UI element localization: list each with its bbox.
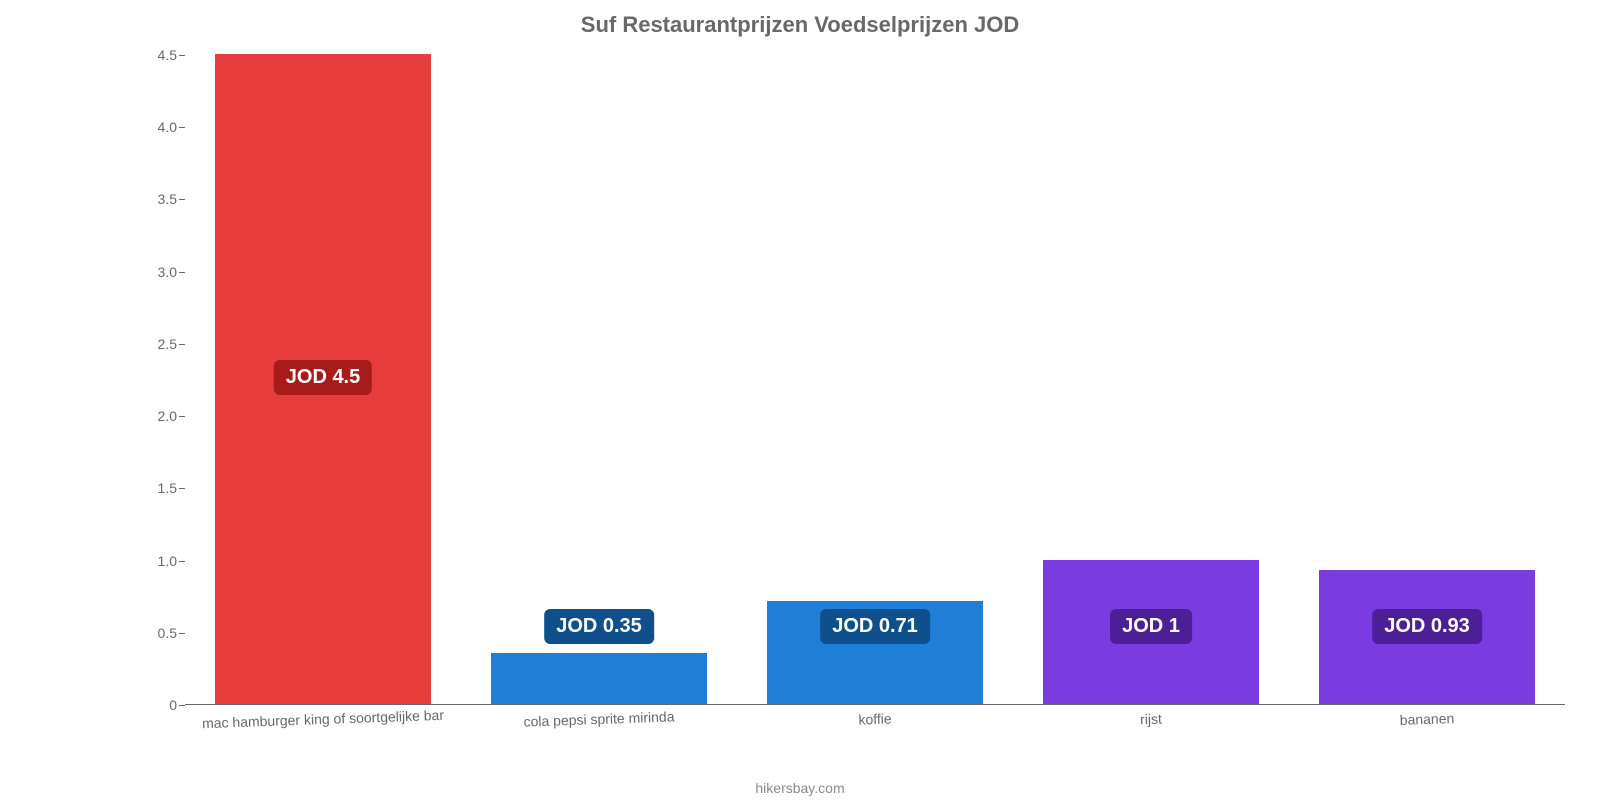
y-tick-label: 1.5 <box>158 480 177 496</box>
bar-value-label: JOD 0.71 <box>820 609 930 644</box>
y-tick-label: 3.0 <box>158 264 177 280</box>
y-tick-label: 3.5 <box>158 191 177 207</box>
y-tick-label: 0.5 <box>158 625 177 641</box>
bar <box>491 653 706 704</box>
bar-value-label: JOD 0.93 <box>1372 609 1482 644</box>
y-tick-label: 1.0 <box>158 553 177 569</box>
y-tick-label: 4.5 <box>158 47 177 63</box>
bar-value-label: JOD 1 <box>1110 609 1192 644</box>
x-tick-label: koffie <box>858 710 892 727</box>
bar-value-label: JOD 0.35 <box>544 609 654 644</box>
chart-area: 00.51.01.52.02.53.03.54.04.5 JOD 4.5JOD … <box>150 55 1565 735</box>
credit-text: hikersbay.com <box>755 780 844 796</box>
y-tick-label: 2.0 <box>158 408 177 424</box>
x-axis-labels: mac hamburger king of soortgelijke bar co… <box>185 705 1565 735</box>
y-tick-label: 0 <box>169 697 177 713</box>
x-tick-label: bananen <box>1399 710 1454 728</box>
y-tick-label: 2.5 <box>158 336 177 352</box>
y-tick-label: 4.0 <box>158 119 177 135</box>
plot-area: JOD 4.5 JOD 0.35 JOD 0.71 JOD 1 JOD 0.93 <box>185 55 1565 705</box>
x-tick-label: cola pepsi sprite mirinda <box>523 708 674 729</box>
x-tick-label: mac hamburger king of soortgelijke bar <box>202 707 444 731</box>
x-tick-label: rijst <box>1140 711 1162 728</box>
y-axis: 00.51.01.52.02.53.03.54.04.5 <box>150 55 185 705</box>
bar-value-label: JOD 4.5 <box>274 360 372 395</box>
chart-title: Suf Restaurantprijzen Voedselprijzen JOD <box>0 0 1600 38</box>
